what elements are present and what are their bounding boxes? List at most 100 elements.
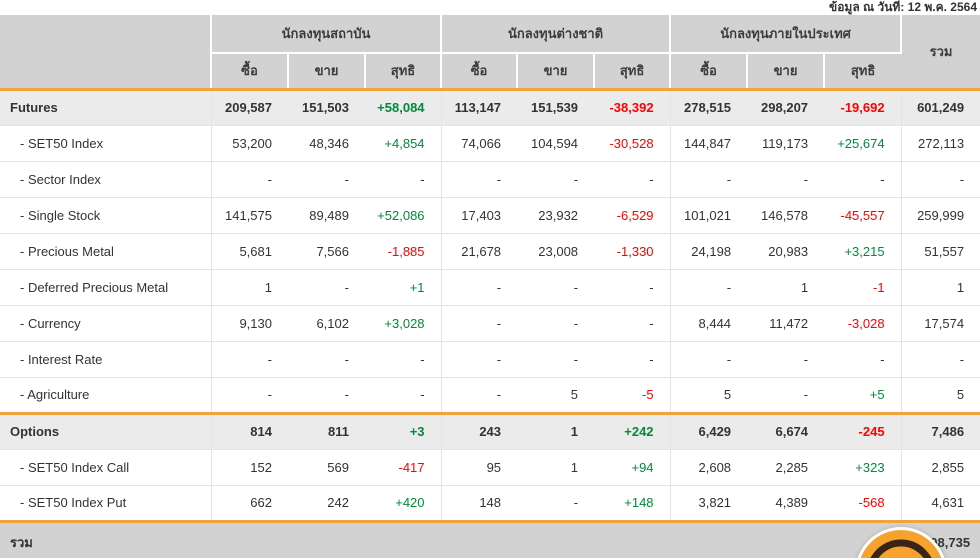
value-cell: - (211, 377, 288, 414)
value-cell: - (517, 269, 595, 306)
row-total-cell: 51,557 (901, 233, 980, 270)
value-cell: 5 (517, 377, 595, 414)
value-cell: - (288, 377, 365, 414)
row-total-cell: 1 (901, 269, 980, 306)
subheader-sell: ขาย (747, 53, 826, 90)
instrument-row: - Single Stock 141,575 89,489 +52,086 17,403… (0, 197, 980, 234)
row-label: Options (0, 413, 212, 450)
value-cell: 152 (211, 449, 288, 486)
value-cell: 20,983 (747, 233, 825, 270)
value-cell: 9,130 (211, 305, 288, 342)
value-cell: 6,674 (747, 413, 825, 450)
value-cell: - (441, 377, 518, 414)
net-value-cell: +4,854 (365, 125, 442, 162)
net-value-cell: +52,086 (365, 197, 442, 234)
value-cell: 119,173 (747, 125, 825, 162)
value-cell: - (670, 269, 748, 306)
value-cell: 811 (288, 413, 365, 450)
value-cell: 146,578 (747, 197, 825, 234)
value-cell: - (288, 341, 365, 378)
subheader-buy: ซื้อ (670, 53, 749, 90)
row-total-cell: 272,113 (901, 125, 980, 162)
group-header-institution: นักลงทุนสถาบัน (211, 15, 443, 54)
value-cell: 242 (288, 485, 365, 522)
row-label: - Sector Index (0, 161, 212, 198)
value-cell: - (441, 269, 518, 306)
value-cell: 17,403 (441, 197, 518, 234)
subheader-net: สุทธิ (365, 53, 443, 90)
instrument-row: - SET50 Index Call 152 569 -417 95 1 +94 2,608 2… (0, 449, 980, 486)
row-label: - SET50 Index Call (0, 449, 212, 486)
subheader-buy: ซื้อ (211, 53, 289, 90)
value-cell: 1 (211, 269, 288, 306)
value-cell: 53,200 (211, 125, 288, 162)
value-cell: 151,503 (288, 89, 365, 126)
table-body: Futures 209,587 151,503 +58,084 113,147 151,5… (0, 89, 980, 522)
value-cell: 113,147 (441, 89, 518, 126)
subheader-sell: ขาย (517, 53, 596, 90)
net-value-cell: - (594, 269, 671, 306)
row-total-cell: 259,999 (901, 197, 980, 234)
value-cell: 6,102 (288, 305, 365, 342)
net-value-cell: -5 (594, 377, 671, 414)
value-cell: 243 (441, 413, 518, 450)
table-header: นักลงทุนสถาบัน นักลงทุนต่างชาติ นักลงทุน… (0, 15, 980, 90)
row-total-cell: - (901, 341, 980, 378)
net-value-cell: +420 (365, 485, 442, 522)
value-cell: 278,515 (670, 89, 748, 126)
net-value-cell: -1,885 (365, 233, 442, 270)
value-cell: - (288, 269, 365, 306)
value-cell: 24,198 (670, 233, 748, 270)
row-label: - Currency (0, 305, 212, 342)
subheader-net: สุทธิ (824, 53, 902, 90)
value-cell: 814 (211, 413, 288, 450)
net-value-cell: -6,529 (594, 197, 671, 234)
subheader-sell: ขาย (288, 53, 366, 90)
value-cell: - (747, 377, 825, 414)
value-cell: 2,285 (747, 449, 825, 486)
value-cell: - (517, 305, 595, 342)
net-value-cell: - (365, 161, 442, 198)
subheader-net: สุทธิ (594, 53, 672, 90)
instrument-row: - Currency 9,130 6,102 +3,028- - -8,444 11,472… (0, 305, 980, 342)
net-value-cell: -19,692 (824, 89, 902, 126)
value-cell: 5,681 (211, 233, 288, 270)
investor-type-trading-table: นักลงทุนสถาบัน นักลงทุนต่างชาติ นักลงทุน… (0, 15, 980, 558)
value-cell: 89,489 (288, 197, 365, 234)
group-header-total: รวม (901, 15, 980, 90)
grand-total-label: รวม (0, 521, 211, 558)
value-cell: 662 (211, 485, 288, 522)
blank-corner-cell (0, 15, 212, 90)
grand-total-row: รวม 608,735 (0, 521, 980, 558)
net-value-cell: -1 (824, 269, 902, 306)
net-value-cell: +242 (594, 413, 671, 450)
instrument-row: - Interest Rate - - - - - - - - - - (0, 341, 980, 378)
net-value-cell: -30,528 (594, 125, 671, 162)
value-cell: 151,539 (517, 89, 595, 126)
net-value-cell: -245 (824, 413, 902, 450)
value-cell: 7,566 (288, 233, 365, 270)
value-cell: - (441, 161, 518, 198)
instrument-row: - Agriculture - - - -5 -5 5- +5 5 (0, 377, 980, 414)
value-cell: - (441, 305, 518, 342)
row-label: - Single Stock (0, 197, 212, 234)
value-cell: - (670, 341, 748, 378)
net-value-cell: +323 (824, 449, 902, 486)
value-cell: - (211, 161, 288, 198)
net-value-cell: -417 (365, 449, 442, 486)
value-cell: 1 (517, 413, 595, 450)
value-cell: 95 (441, 449, 518, 486)
value-cell: - (517, 341, 595, 378)
value-cell: 1 (747, 269, 825, 306)
value-cell: - (517, 161, 595, 198)
row-total-cell: 2,855 (901, 449, 980, 486)
value-cell: 569 (288, 449, 365, 486)
net-value-cell: - (594, 305, 671, 342)
grand-total-spacer (211, 521, 902, 558)
row-total-cell: 7,486 (901, 413, 980, 450)
net-value-cell: +1 (365, 269, 442, 306)
value-cell: 8,444 (670, 305, 748, 342)
row-label: - Precious Metal (0, 233, 212, 270)
net-value-cell: -38,392 (594, 89, 671, 126)
